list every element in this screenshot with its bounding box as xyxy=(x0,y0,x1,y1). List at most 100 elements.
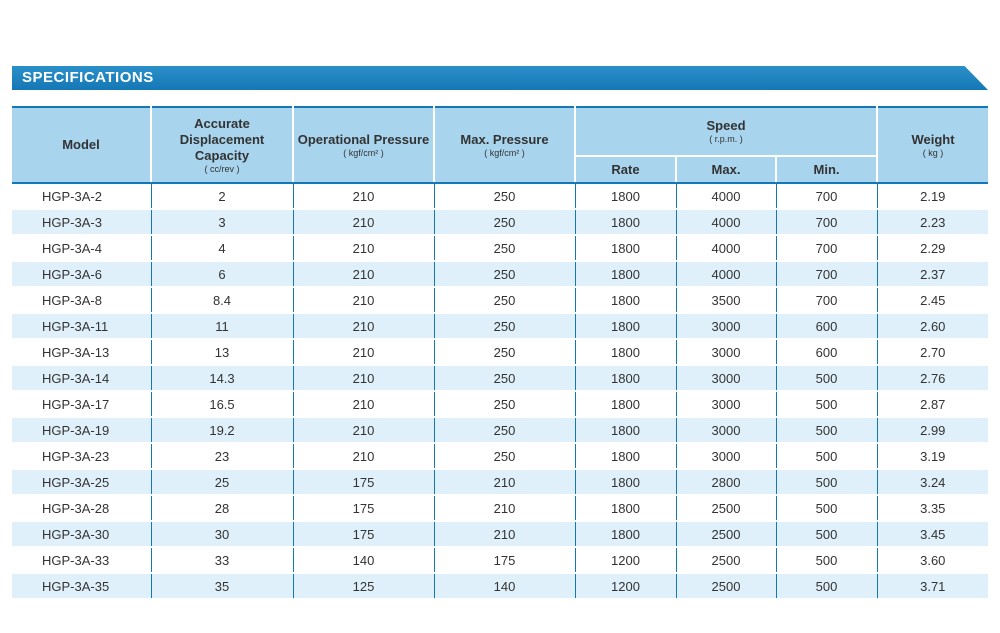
speed-max-cell: 3500 xyxy=(675,287,776,313)
max-pressure-cell: 250 xyxy=(433,235,575,261)
model-cell: HGP-3A-3 xyxy=(12,209,151,235)
speed-max-cell: 2800 xyxy=(675,469,776,495)
table-row: HGP-3A-33 33 140 175 1200 2500 500 3.60 xyxy=(12,547,989,573)
weight-cell: 2.37 xyxy=(876,261,989,287)
model-cell: HGP-3A-23 xyxy=(42,448,110,464)
table-row: HGP-3A-13 13 210 250 1800 3000 600 2.70 xyxy=(12,339,989,365)
header-weight-unit: ( kg ) xyxy=(922,147,944,158)
weight-cell: 2.70 xyxy=(876,339,989,365)
speed-min-cell: 700 xyxy=(775,261,878,287)
speed-max-cell: 4000 xyxy=(675,261,776,287)
speed-max-cell: 3000 xyxy=(675,443,776,469)
speed-min-cell: 700 xyxy=(775,183,878,209)
speed-min-cell: 500 xyxy=(775,417,878,443)
weight-cell: 2.76 xyxy=(876,365,989,391)
table-row: HGP-3A-3 3 210 250 1800 4000 700 2.23 xyxy=(12,209,989,235)
model-cell: HGP-3A-6 xyxy=(12,261,151,287)
displacement-cell: 33 xyxy=(150,547,293,573)
speed-min-cell: 700 xyxy=(775,209,878,235)
table-row: HGP-3A-2 2 210 250 1800 4000 700 2.19 xyxy=(12,183,989,209)
header-speed-rate: Rate xyxy=(574,155,677,184)
speed-max-cell: 3000 xyxy=(675,417,776,443)
speed-max-cell: 2500 xyxy=(675,547,776,573)
displacement-cell: 30 xyxy=(150,521,293,547)
operational-pressure-cell: 175 xyxy=(292,469,434,495)
table-row: HGP-3A-19 19.2 210 250 1800 3000 500 2.99 xyxy=(12,417,989,443)
speed-rate-cell: 1800 xyxy=(574,469,676,495)
speed-min-cell: 600 xyxy=(775,339,878,365)
operational-pressure-cell: 210 xyxy=(292,313,434,339)
header-operational-pressure-unit: ( kgf/cm² ) xyxy=(343,147,384,158)
header-operational-pressure-label: Operational Pressure xyxy=(297,131,430,147)
model-cell: HGP-3A-28 xyxy=(42,500,110,516)
weight-cell: 3.24 xyxy=(876,469,989,495)
table-row: HGP-3A-14 14.3 210 250 1800 3000 500 2.76 xyxy=(12,365,989,391)
max-pressure-cell: 250 xyxy=(433,417,575,443)
operational-pressure-cell: 210 xyxy=(292,443,434,469)
displacement-cell: 11 xyxy=(150,313,293,339)
table-row: HGP-3A-17 16.5 210 250 1800 3000 500 2.87 xyxy=(12,391,989,417)
weight-cell: 3.35 xyxy=(876,495,989,521)
weight-cell: 2.87 xyxy=(876,391,989,417)
weight-cell: 2.19 xyxy=(876,183,989,209)
header-model: Model xyxy=(12,107,152,184)
operational-pressure-cell: 210 xyxy=(292,261,434,287)
model-cell: HGP-3A-14 xyxy=(12,365,151,391)
model-cell: HGP-3A-13 xyxy=(42,344,110,360)
speed-max-cell: 4000 xyxy=(675,183,776,209)
header-operational-pressure: Operational Pressure ( kgf/cm² ) xyxy=(292,107,435,184)
max-pressure-cell: 210 xyxy=(433,521,575,547)
max-pressure-cell: 250 xyxy=(433,313,575,339)
table-row: HGP-3A-11 11 210 250 1800 3000 600 2.60 xyxy=(12,313,989,339)
weight-cell: 3.60 xyxy=(876,547,989,573)
speed-min-cell: 500 xyxy=(775,495,878,521)
operational-pressure-cell: 140 xyxy=(292,547,434,573)
model-cell: HGP-3A-30 xyxy=(12,521,151,547)
weight-cell: 3.71 xyxy=(876,573,989,599)
displacement-cell: 6 xyxy=(150,261,293,287)
table-row: HGP-3A-30 30 175 210 1800 2500 500 3.45 xyxy=(12,521,989,547)
max-pressure-cell: 210 xyxy=(433,495,575,521)
table-row: HGP-3A-6 6 210 250 1800 4000 700 2.37 xyxy=(12,261,989,287)
weight-cell: 3.45 xyxy=(876,521,989,547)
header-max-pressure-unit: ( kgf/cm² ) xyxy=(484,147,525,158)
speed-max-cell: 3000 xyxy=(675,313,776,339)
max-pressure-cell: 250 xyxy=(433,287,575,313)
max-pressure-cell: 250 xyxy=(433,183,575,209)
displacement-cell: 2 xyxy=(150,183,293,209)
speed-max-cell: 3000 xyxy=(675,339,776,365)
operational-pressure-cell: 125 xyxy=(292,573,434,599)
model-cell: HGP-3A-35 xyxy=(12,573,151,599)
model-cell: HGP-3A-8 xyxy=(42,292,102,308)
displacement-cell: 35 xyxy=(150,573,293,599)
header-max-pressure-label: Max. Pressure xyxy=(460,131,549,147)
speed-rate-cell: 1800 xyxy=(574,365,676,391)
operational-pressure-cell: 210 xyxy=(292,391,434,417)
header-speed: Speed ( r.p.m. ) xyxy=(573,107,879,156)
section-banner: SPECIFICATIONS xyxy=(12,66,988,90)
max-pressure-cell: 250 xyxy=(433,391,575,417)
table-row: HGP-3A-35 35 125 140 1200 2500 500 3.71 xyxy=(12,573,989,599)
speed-min-cell: 500 xyxy=(775,521,878,547)
speed-rate-cell: 1200 xyxy=(574,547,676,573)
speed-min-cell: 600 xyxy=(775,313,878,339)
speed-min-cell: 500 xyxy=(775,469,878,495)
displacement-cell: 3 xyxy=(150,209,293,235)
speed-min-cell: 700 xyxy=(775,287,878,313)
displacement-cell: 23 xyxy=(150,443,293,469)
displacement-cell: 19.2 xyxy=(150,417,293,443)
max-pressure-cell: 210 xyxy=(433,469,575,495)
speed-min-cell: 700 xyxy=(775,235,878,261)
speed-rate-cell: 1800 xyxy=(574,261,676,287)
speed-max-cell: 2500 xyxy=(675,521,776,547)
specifications-table: Model Accurate Displacement Capacity ( c… xyxy=(12,106,989,600)
max-pressure-cell: 250 xyxy=(433,261,575,287)
operational-pressure-cell: 210 xyxy=(292,339,434,365)
header-speed-unit: ( r.p.m. ) xyxy=(709,134,743,144)
speed-rate-cell: 1800 xyxy=(574,235,676,261)
speed-rate-cell: 1800 xyxy=(574,339,676,365)
speed-rate-cell: 1800 xyxy=(574,287,676,313)
speed-max-cell: 2500 xyxy=(675,573,776,599)
operational-pressure-cell: 175 xyxy=(292,495,434,521)
table-row: HGP-3A-23 23 210 250 1800 3000 500 3.19 xyxy=(12,443,989,469)
